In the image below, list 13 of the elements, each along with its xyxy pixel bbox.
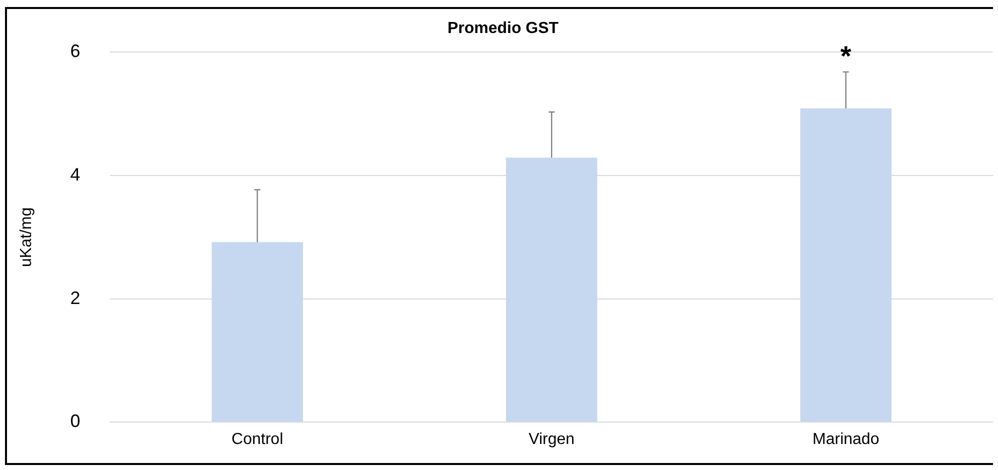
annotation: *: [840, 40, 852, 72]
chart-title: Promedio GST: [447, 20, 559, 38]
x-tick-label: Virgen: [528, 431, 575, 448]
y-tick-label: 6: [70, 41, 80, 62]
y-tick-label: 4: [70, 164, 80, 184]
bar: [800, 108, 892, 422]
x-tick-label: Control: [232, 431, 284, 448]
y-axis-title: uKat/mg: [18, 207, 36, 267]
bar: [212, 242, 303, 422]
bar: [506, 158, 598, 422]
x-tick-label: Marinado: [812, 431, 880, 448]
y-tick-label: 2: [70, 288, 80, 308]
y-tick-label: 0: [70, 411, 80, 432]
